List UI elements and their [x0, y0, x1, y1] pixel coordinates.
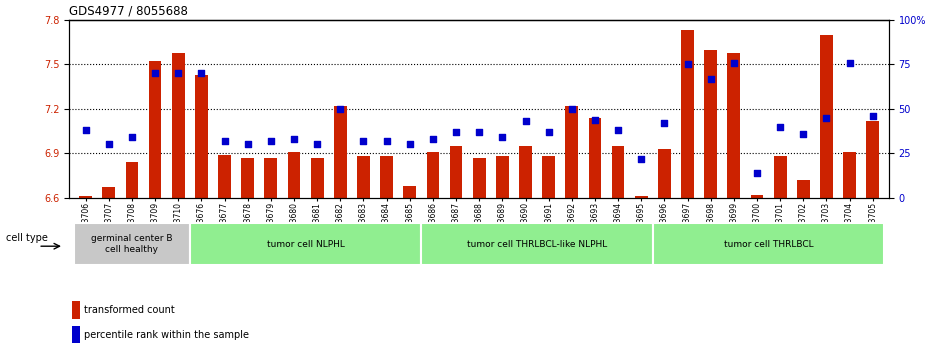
Bar	[80, 196, 92, 198]
Bar	[219, 155, 231, 198]
Point	[333, 106, 348, 112]
Bar	[658, 149, 670, 198]
Point	[749, 170, 764, 176]
Bar	[635, 196, 647, 198]
Point	[541, 129, 556, 135]
Bar	[705, 50, 717, 198]
Point	[611, 127, 626, 133]
Text: transformed count: transformed count	[83, 305, 175, 315]
Point	[448, 129, 463, 135]
Bar	[126, 162, 138, 198]
Bar	[74, 223, 190, 265]
Point	[680, 61, 694, 68]
Point	[380, 138, 394, 144]
Bar	[404, 186, 416, 198]
Point	[217, 138, 232, 144]
Text: GDS4977 / 8055688: GDS4977 / 8055688	[69, 4, 188, 17]
Point	[865, 113, 880, 119]
Bar	[381, 156, 393, 198]
Text: cell type: cell type	[6, 233, 47, 243]
Point	[819, 115, 833, 121]
Bar	[844, 152, 856, 198]
Bar	[103, 187, 115, 198]
Point	[309, 142, 324, 147]
Point	[494, 134, 509, 140]
Bar	[774, 156, 786, 198]
Text: tumor cell NLPHL: tumor cell NLPHL	[267, 240, 344, 249]
Bar	[421, 223, 653, 265]
Point	[148, 70, 163, 76]
Point	[287, 136, 302, 142]
Bar	[751, 195, 763, 198]
Bar	[172, 53, 184, 198]
Point	[587, 117, 602, 122]
Bar	[797, 180, 809, 198]
Point	[795, 131, 810, 137]
Bar	[543, 156, 555, 198]
Bar	[496, 156, 508, 198]
Bar	[195, 75, 207, 198]
Bar	[242, 158, 254, 198]
Point	[518, 118, 532, 124]
Point	[657, 120, 671, 126]
Bar	[427, 152, 439, 198]
Bar	[612, 146, 624, 198]
Bar	[589, 118, 601, 198]
Point	[241, 142, 256, 147]
Bar	[566, 106, 578, 198]
Bar	[149, 61, 161, 198]
Point	[471, 129, 487, 135]
Point	[426, 136, 441, 142]
Point	[633, 156, 648, 162]
Bar	[728, 53, 740, 198]
Point	[194, 70, 208, 76]
Point	[726, 60, 741, 66]
Point	[170, 70, 185, 76]
Point	[124, 134, 140, 140]
Bar	[72, 301, 81, 319]
Point	[564, 106, 580, 112]
Bar	[867, 121, 879, 198]
Bar	[357, 156, 369, 198]
Point	[263, 138, 278, 144]
Bar	[653, 223, 884, 265]
Bar	[288, 152, 300, 198]
Point	[703, 76, 718, 82]
Bar	[450, 146, 462, 198]
Text: tumor cell THRLBCL-like NLPHL: tumor cell THRLBCL-like NLPHL	[467, 240, 607, 249]
Bar	[682, 30, 694, 198]
Point	[102, 142, 117, 147]
Bar	[334, 106, 346, 198]
Bar	[519, 146, 532, 198]
Bar	[190, 223, 421, 265]
Bar	[265, 158, 277, 198]
Text: tumor cell THRLBCL: tumor cell THRLBCL	[724, 240, 813, 249]
Text: germinal center B
cell healthy: germinal center B cell healthy	[91, 234, 173, 254]
Bar	[72, 326, 81, 343]
Point	[402, 142, 417, 147]
Bar	[820, 35, 832, 198]
Point	[356, 138, 370, 144]
Text: percentile rank within the sample: percentile rank within the sample	[83, 330, 249, 340]
Point	[79, 127, 94, 133]
Point	[842, 60, 857, 66]
Bar	[473, 158, 485, 198]
Bar	[311, 158, 323, 198]
Point	[772, 124, 787, 130]
